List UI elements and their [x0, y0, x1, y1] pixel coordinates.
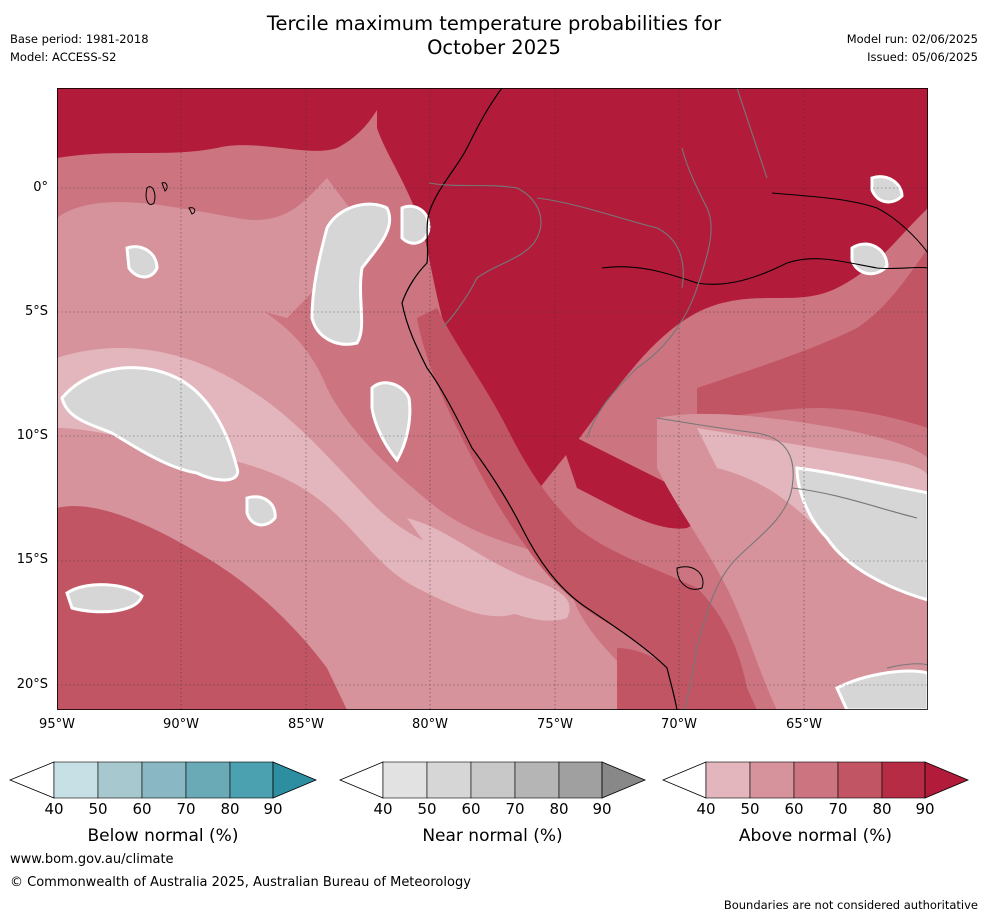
lon-label: 75°W — [537, 717, 573, 732]
colorbar-tick: 50 — [740, 800, 760, 818]
near-normal-peru-offshore — [370, 381, 412, 463]
colorbar-tick: 60 — [461, 800, 481, 818]
near-normal-regions — [60, 175, 928, 710]
lon-label: 90°W — [163, 717, 199, 732]
lon-label: 80°W — [412, 717, 448, 732]
near-normal-small-west — [125, 245, 159, 279]
region-above-70-peru — [417, 308, 757, 710]
lat-label: 5°S — [24, 304, 48, 319]
graticule — [57, 88, 928, 710]
base-period: Base period: 1981-2018 — [10, 32, 149, 46]
near-normal-coast-patch — [400, 204, 431, 245]
meta-left: Base period: 1981-2018 Model: ACCESS-S2 — [10, 30, 149, 66]
near-normal-amazon-north — [870, 175, 904, 204]
lat-label: 15°S — [16, 552, 48, 567]
islands-and-lakes — [145, 182, 704, 590]
region-above-80-andes — [557, 428, 698, 529]
region-above-70-east — [697, 248, 928, 428]
near-normal-galapagos — [60, 366, 240, 482]
region-above-70-southwest — [57, 506, 347, 710]
colorbar-below-label: Below normal (%) — [87, 826, 239, 846]
lon-label: 65°W — [786, 717, 822, 732]
near-normal-small-south — [245, 495, 277, 527]
region-above-40-south — [407, 518, 570, 621]
region-above-80-amazon — [377, 88, 928, 508]
colorbar-tick: 90 — [263, 800, 283, 818]
amazon-river — [601, 258, 928, 285]
region-above-50-north — [57, 178, 357, 318]
colorbar-near — [338, 761, 647, 799]
colorbar-tick: 40 — [373, 800, 393, 818]
website-link[interactable]: www.bom.gov.au/climate — [10, 852, 174, 867]
probability-map — [57, 88, 928, 710]
near-normal-south-edge — [835, 669, 928, 710]
colorbar-tick: 70 — [176, 800, 196, 818]
lon-label: 85°W — [288, 717, 324, 732]
model-run: Model run: 02/06/2025 — [846, 32, 978, 46]
lat-label: 0° — [33, 180, 48, 195]
colorbar-above-label: Above normal (%) — [738, 826, 893, 846]
colorbar-near-label: Near normal (%) — [422, 826, 563, 846]
colorbar-tick: 70 — [505, 800, 525, 818]
near-normal-amazon-mid — [850, 242, 889, 276]
colorbar-tick: 50 — [88, 800, 108, 818]
colorbar-tick: 60 — [132, 800, 152, 818]
river-north — [771, 192, 928, 254]
coastline — [401, 88, 678, 710]
model-name: Model: ACCESS-S2 — [10, 50, 117, 64]
lon-label: 95°W — [39, 717, 75, 732]
colorbar-tick: 60 — [784, 800, 804, 818]
lat-label: 20°S — [16, 677, 48, 692]
near-normal-bolivia — [795, 466, 928, 602]
near-normal-ecuador-offshore — [310, 202, 392, 346]
colorbar-tick: 80 — [872, 800, 892, 818]
colorbar-tick: 90 — [915, 800, 935, 818]
issued-date: Issued: 05/06/2025 — [867, 50, 978, 64]
colorbar-below — [8, 761, 318, 799]
lat-label: 10°S — [16, 428, 48, 443]
title-line-1: Tercile maximum temperature probabilitie… — [266, 12, 722, 35]
country-borders — [428, 88, 928, 710]
colorbar-tick: 50 — [417, 800, 437, 818]
title-line-2: October 2025 — [427, 36, 561, 59]
colorbars — [8, 761, 970, 799]
region-above-80-north-ocean — [57, 88, 387, 158]
colorbar-tick: 40 — [696, 800, 716, 818]
disclaimer: Boundaries are not considered authoritat… — [723, 898, 978, 912]
colorbar-tick: 70 — [828, 800, 848, 818]
colorbar-tick: 80 — [220, 800, 240, 818]
copyright: © Commonwealth of Australia 2025, Austra… — [10, 875, 471, 890]
colorbar-tick: 40 — [44, 800, 64, 818]
colorbar-tick: 80 — [549, 800, 569, 818]
near-normal-southwest — [65, 583, 144, 614]
chart-title: Tercile maximum temperature probabilitie… — [0, 12, 988, 60]
colorbar-above — [661, 761, 970, 799]
colorbar-tick: 90 — [592, 800, 612, 818]
lon-label: 70°W — [661, 717, 697, 732]
meta-right: Model run: 02/06/2025 Issued: 05/06/2025 — [847, 30, 978, 66]
